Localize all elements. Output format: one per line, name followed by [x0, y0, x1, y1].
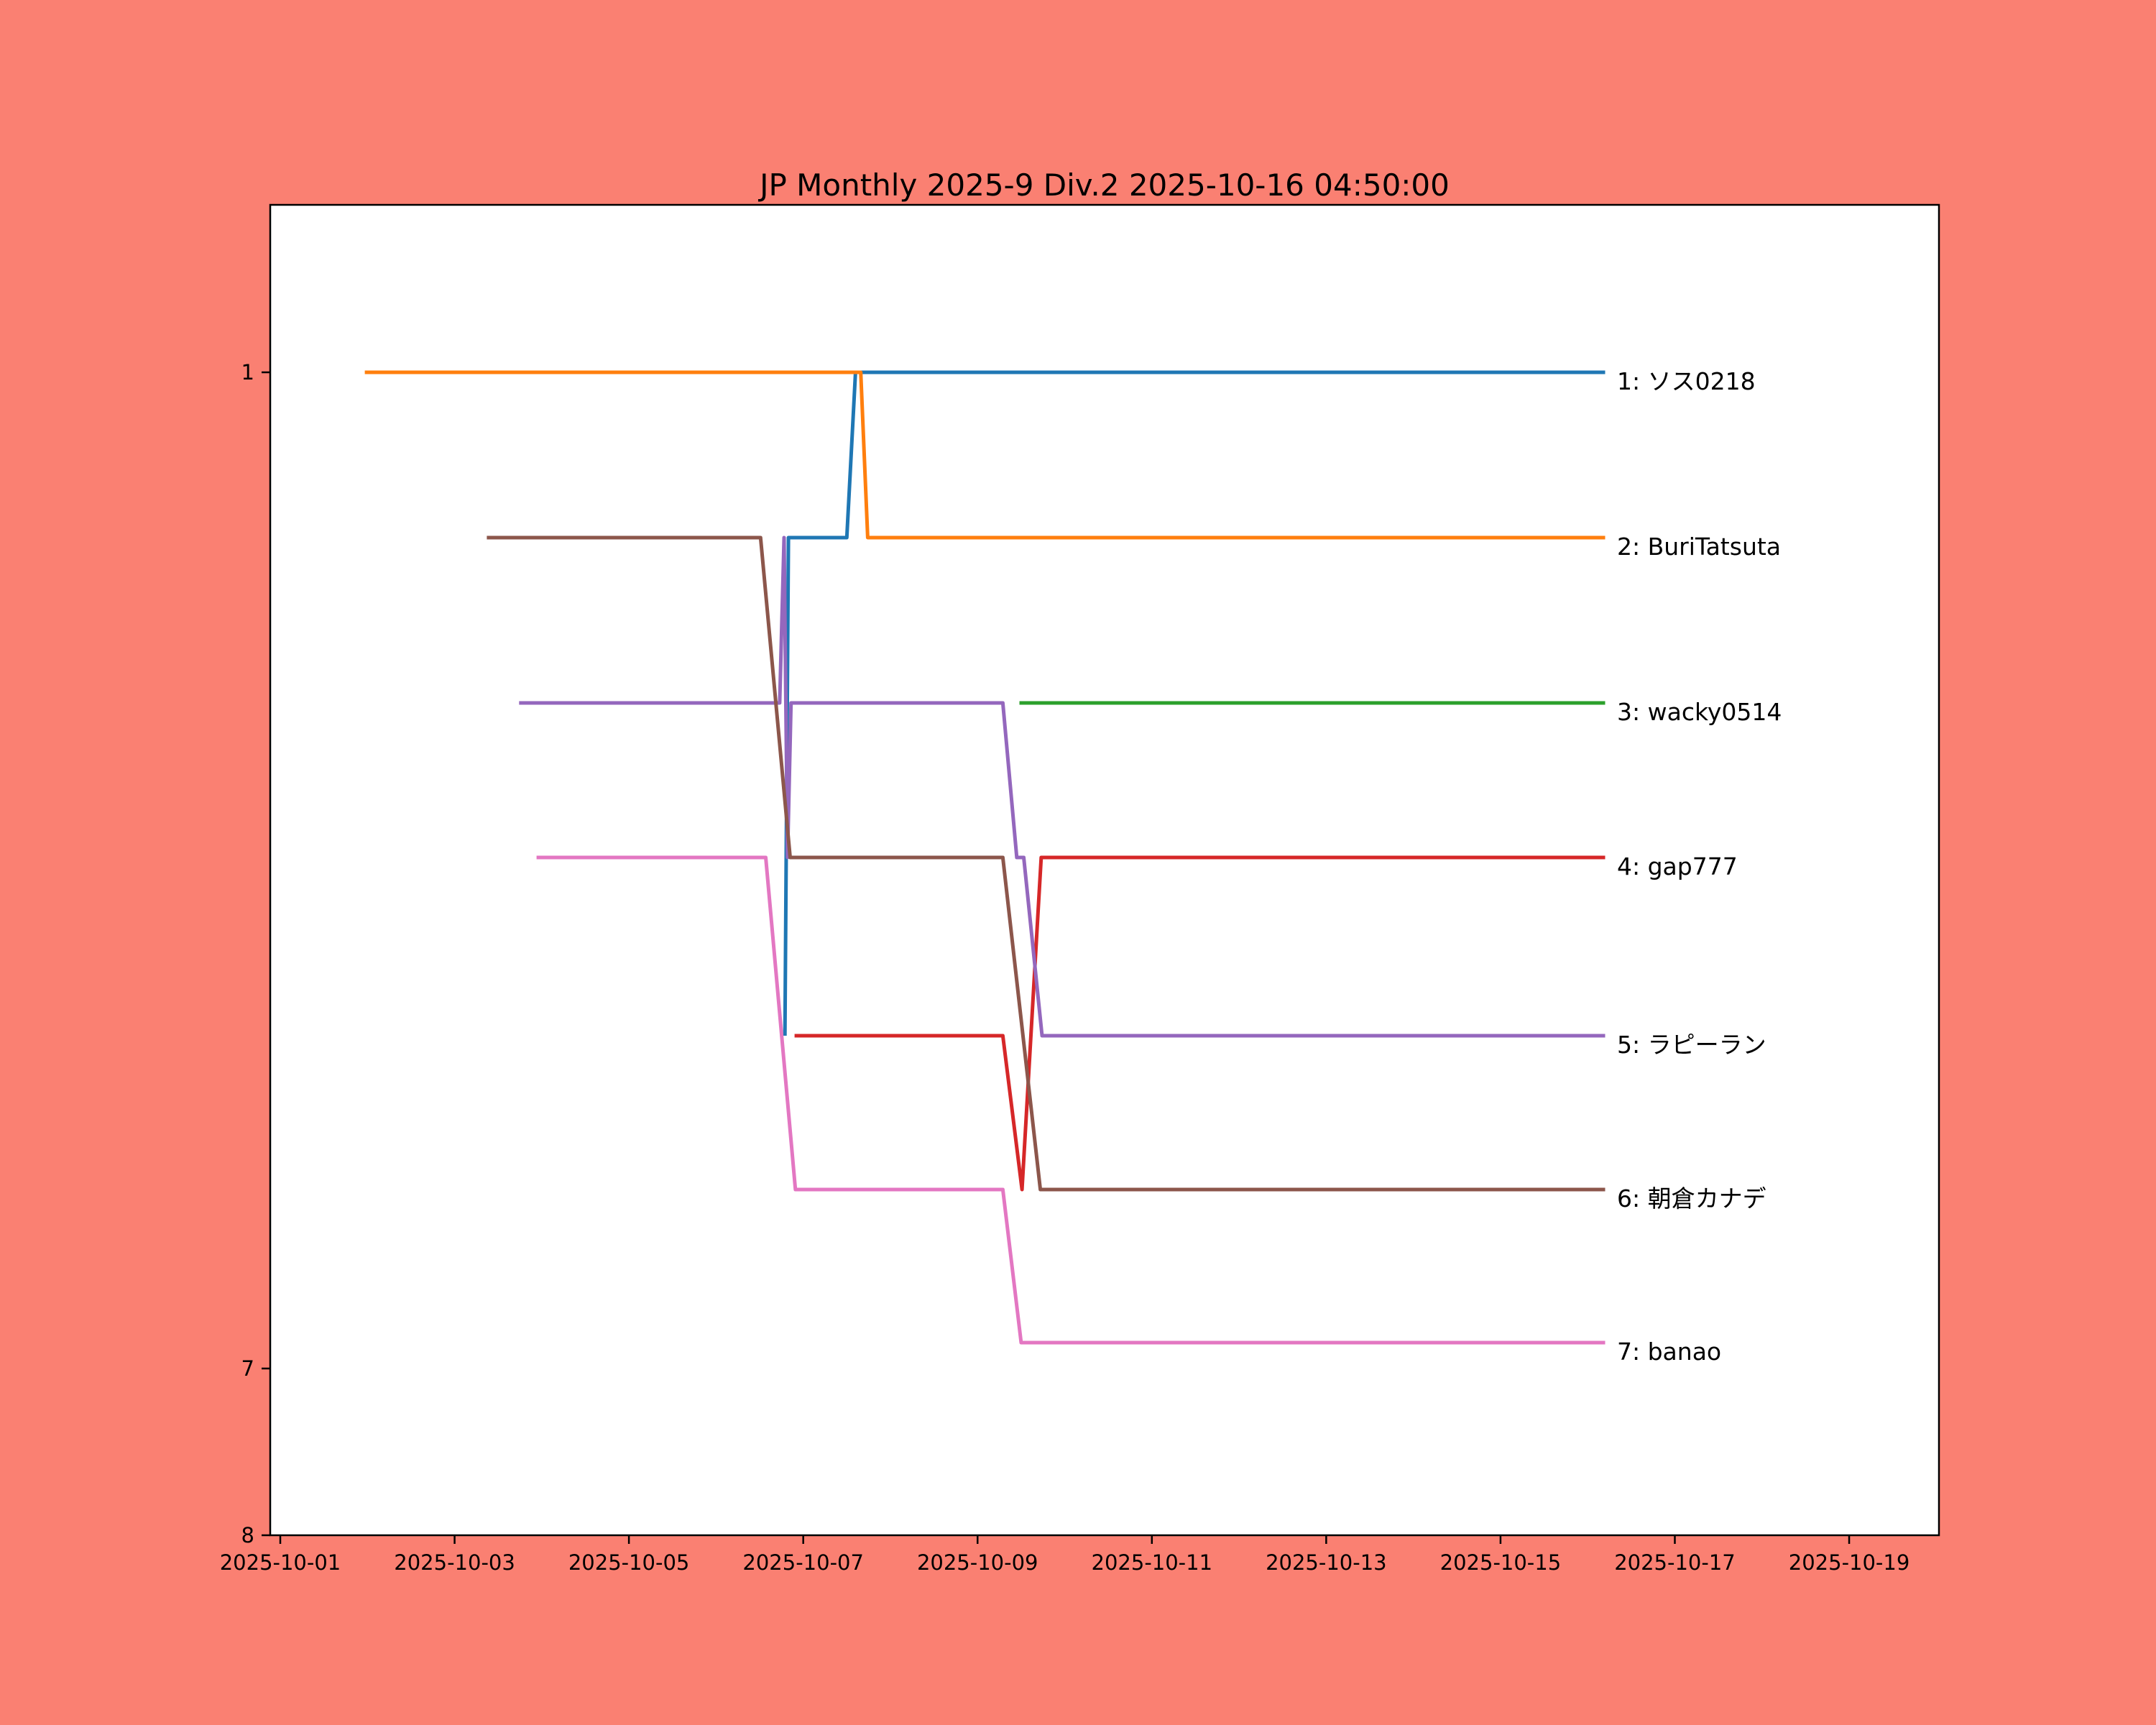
- series-label-gap777: 4: gap777: [1617, 852, 1738, 880]
- series-line-gap777: [794, 855, 1606, 1192]
- x-tick-label: 2025-10-13: [1266, 1550, 1387, 1575]
- series-line-ラピーラン: [519, 535, 1606, 1038]
- series-line-朝倉カナデ: [487, 535, 1606, 1192]
- series-group: [364, 370, 1606, 1345]
- series-label-ソス0218: 1: ソス0218: [1617, 367, 1756, 395]
- series-label-banao: 7: banao: [1617, 1338, 1721, 1366]
- y-tick-label: 7: [241, 1356, 254, 1381]
- x-tick-label: 2025-10-17: [1614, 1550, 1736, 1575]
- plot-area: [270, 205, 1939, 1535]
- series-label-BuriTatsuta: 2: BuriTatsuta: [1617, 533, 1781, 561]
- series-label-朝倉カナデ: 6: 朝倉カナデ: [1617, 1184, 1766, 1213]
- x-tick-label: 2025-10-15: [1440, 1550, 1562, 1575]
- series-line-BuriTatsuta: [364, 370, 1606, 540]
- plot-border: [269, 203, 1940, 1537]
- x-tick-label: 2025-10-03: [394, 1550, 515, 1575]
- series-label-ラピーラン: 5: ラピーラン: [1617, 1031, 1766, 1059]
- x-tick-label: 2025-10-05: [568, 1550, 690, 1575]
- x-tick-label: 2025-10-11: [1092, 1550, 1213, 1575]
- ticks-group: 2025-10-01 2025-10-03 2025-10-05 2025-10-07…: [220, 360, 1910, 1575]
- y-tick-label: 8: [241, 1523, 254, 1547]
- x-tick-label: 2025-10-09: [917, 1550, 1038, 1575]
- series-labels-group: 1: ソス0218 2: BuriTatsuta 3: wacky0514 4: ga…: [1617, 367, 1782, 1366]
- series-label-wacky0514: 3: wacky0514: [1617, 698, 1782, 726]
- x-tick-label: 2025-10-19: [1789, 1550, 1910, 1575]
- y-tick-label: 1: [241, 360, 254, 385]
- x-tick-label: 2025-10-07: [742, 1550, 864, 1575]
- x-tick-label: 2025-10-01: [220, 1550, 341, 1575]
- series-line-banao: [536, 855, 1606, 1345]
- chart-title: JP Monthly 2025-9 Div.2 2025-10-16 04:50…: [757, 167, 1450, 203]
